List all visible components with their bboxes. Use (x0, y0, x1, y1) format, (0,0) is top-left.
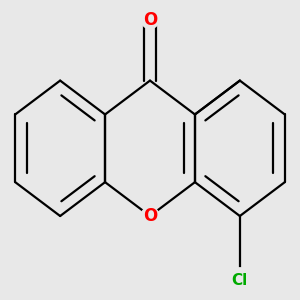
Text: O: O (143, 11, 157, 29)
Text: O: O (143, 207, 157, 225)
Text: Cl: Cl (232, 273, 248, 288)
Circle shape (227, 268, 252, 293)
Circle shape (141, 11, 159, 28)
Circle shape (141, 207, 159, 225)
